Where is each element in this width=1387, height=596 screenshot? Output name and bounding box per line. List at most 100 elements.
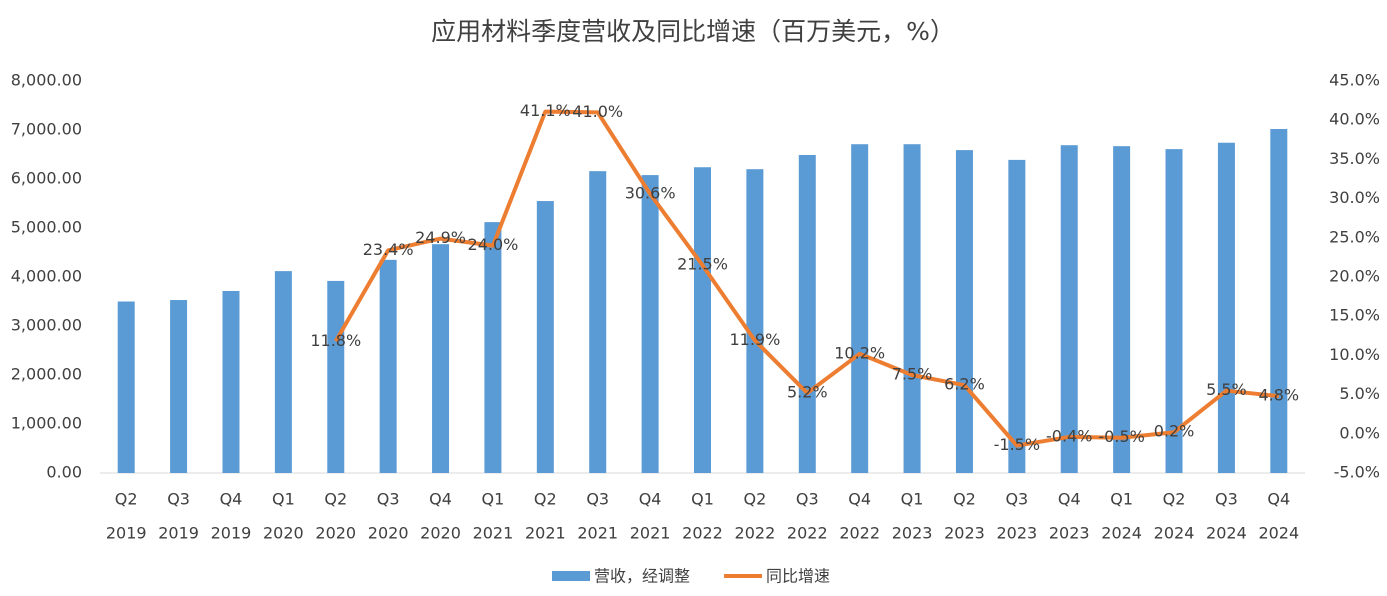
bar xyxy=(955,150,973,473)
bar xyxy=(694,167,711,474)
x-tick-label: Q4 xyxy=(1058,490,1081,509)
y2-tick-label: 35.0% xyxy=(1329,149,1380,168)
x-tick-label: 2024 xyxy=(1258,524,1299,543)
x-tick-label: Q4 xyxy=(1267,490,1290,509)
bar xyxy=(484,222,502,473)
x-tick-label: 2024 xyxy=(1206,524,1247,543)
y2-tick-label: 0.0% xyxy=(1339,423,1380,442)
x-tick-label: Q2 xyxy=(324,490,347,509)
bar xyxy=(1217,142,1235,474)
x-tick-label: Q1 xyxy=(901,490,924,509)
bar xyxy=(536,201,554,474)
data-label: 11.9% xyxy=(729,330,780,349)
bar xyxy=(1060,145,1078,473)
x-tick-label: Q2 xyxy=(1163,490,1186,509)
x-tick-label: 2019 xyxy=(106,524,147,543)
y-tick-label: 1,000.00 xyxy=(11,414,82,433)
data-label: -0.4% xyxy=(1046,426,1092,445)
data-label: 5.2% xyxy=(787,383,828,402)
x-tick-label: Q2 xyxy=(953,490,976,509)
data-label: 5.5% xyxy=(1206,380,1247,399)
data-label: 11.8% xyxy=(310,331,361,350)
y2-tick-label: 15.0% xyxy=(1329,306,1380,325)
bar xyxy=(170,300,188,473)
bar xyxy=(327,280,345,473)
x-tick-label: Q3 xyxy=(1005,490,1028,509)
data-label: 41.0% xyxy=(572,102,623,121)
bar xyxy=(1270,129,1288,473)
x-tick-label: Q4 xyxy=(639,490,662,509)
y2-tick-label: 25.0% xyxy=(1329,227,1380,246)
x-tick-label: 2021 xyxy=(473,524,514,543)
data-label: -1.5% xyxy=(994,435,1040,454)
x-tick-label: Q3 xyxy=(377,490,400,509)
x-tick-label: Q2 xyxy=(534,490,557,509)
x-tick-label: Q4 xyxy=(848,490,871,509)
x-tick-label: 2020 xyxy=(263,524,304,543)
y-tick-label: 7,000.00 xyxy=(11,120,82,139)
x-tick-label: 2020 xyxy=(420,524,461,543)
data-label: 0.2% xyxy=(1154,422,1195,441)
x-tick-label: 2022 xyxy=(735,524,776,543)
bar xyxy=(222,290,240,473)
y-tick-label: 8,000.00 xyxy=(11,71,82,90)
x-tick-label: Q1 xyxy=(1110,490,1133,509)
data-label: 24.9% xyxy=(415,228,466,247)
y2-tick-label: 20.0% xyxy=(1329,267,1380,286)
y-tick-label: 3,000.00 xyxy=(11,316,82,335)
x-tick-label: Q1 xyxy=(272,490,295,509)
x-tick-label: 2021 xyxy=(525,524,566,543)
data-label: 6.2% xyxy=(944,375,985,394)
bar xyxy=(1165,149,1183,474)
legend-label: 营收，经调整 xyxy=(594,567,690,586)
y2-tick-label: 45.0% xyxy=(1329,71,1380,90)
data-label: 10.2% xyxy=(834,343,885,362)
bar xyxy=(379,259,397,473)
x-tick-label: 2023 xyxy=(944,524,985,543)
chart-title: 应用材料季度营收及同比增速（百万美元，%） xyxy=(431,17,955,46)
data-label: 7.5% xyxy=(892,365,933,384)
data-label: 4.8% xyxy=(1258,386,1299,405)
x-tick-label: Q1 xyxy=(482,490,505,509)
x-tick-label: 2024 xyxy=(1154,524,1195,543)
bar xyxy=(274,271,292,473)
line xyxy=(334,109,1280,448)
y2-tick-label: -5.0% xyxy=(1334,463,1380,482)
data-label: 23.4% xyxy=(363,240,414,259)
data-label: 24.0% xyxy=(468,235,519,254)
y2-tick-label: 40.0% xyxy=(1329,110,1380,129)
bar xyxy=(851,144,869,473)
x-tick-label: 2020 xyxy=(368,524,409,543)
bar xyxy=(432,244,450,473)
x-tick-label: Q3 xyxy=(586,490,609,509)
y-tick-label: 0.00 xyxy=(46,463,82,482)
bar xyxy=(746,169,764,473)
x-tick-label: Q1 xyxy=(691,490,714,509)
x-tick-label: 2020 xyxy=(315,524,356,543)
legend-swatch xyxy=(552,571,590,581)
y2-tick-label: 30.0% xyxy=(1329,188,1380,207)
x-tick-label: 2021 xyxy=(630,524,671,543)
x-tick-label: 2022 xyxy=(839,524,880,543)
legend-label: 同比增速 xyxy=(766,567,830,586)
y-tick-label: 4,000.00 xyxy=(11,267,82,286)
data-label: 30.6% xyxy=(625,183,676,202)
y-tick-label: 5,000.00 xyxy=(11,218,82,237)
bar xyxy=(903,144,921,473)
x-tick-label: 2022 xyxy=(787,524,828,543)
x-tick-label: Q4 xyxy=(429,490,452,509)
x-tick-label: 2021 xyxy=(577,524,618,543)
x-tick-label: 2019 xyxy=(158,524,199,543)
y-tick-label: 2,000.00 xyxy=(11,365,82,384)
data-label: 41.1% xyxy=(520,101,571,120)
x-tick-label: Q3 xyxy=(796,490,819,509)
bar xyxy=(798,154,816,474)
bar xyxy=(641,175,659,473)
x-tick-label: Q3 xyxy=(167,490,190,509)
x-tick-label: 2024 xyxy=(1101,524,1142,543)
y2-tick-label: 5.0% xyxy=(1339,384,1380,403)
x-tick-label: Q2 xyxy=(744,490,767,509)
data-label: 21.5% xyxy=(677,255,728,274)
bar xyxy=(589,171,607,473)
